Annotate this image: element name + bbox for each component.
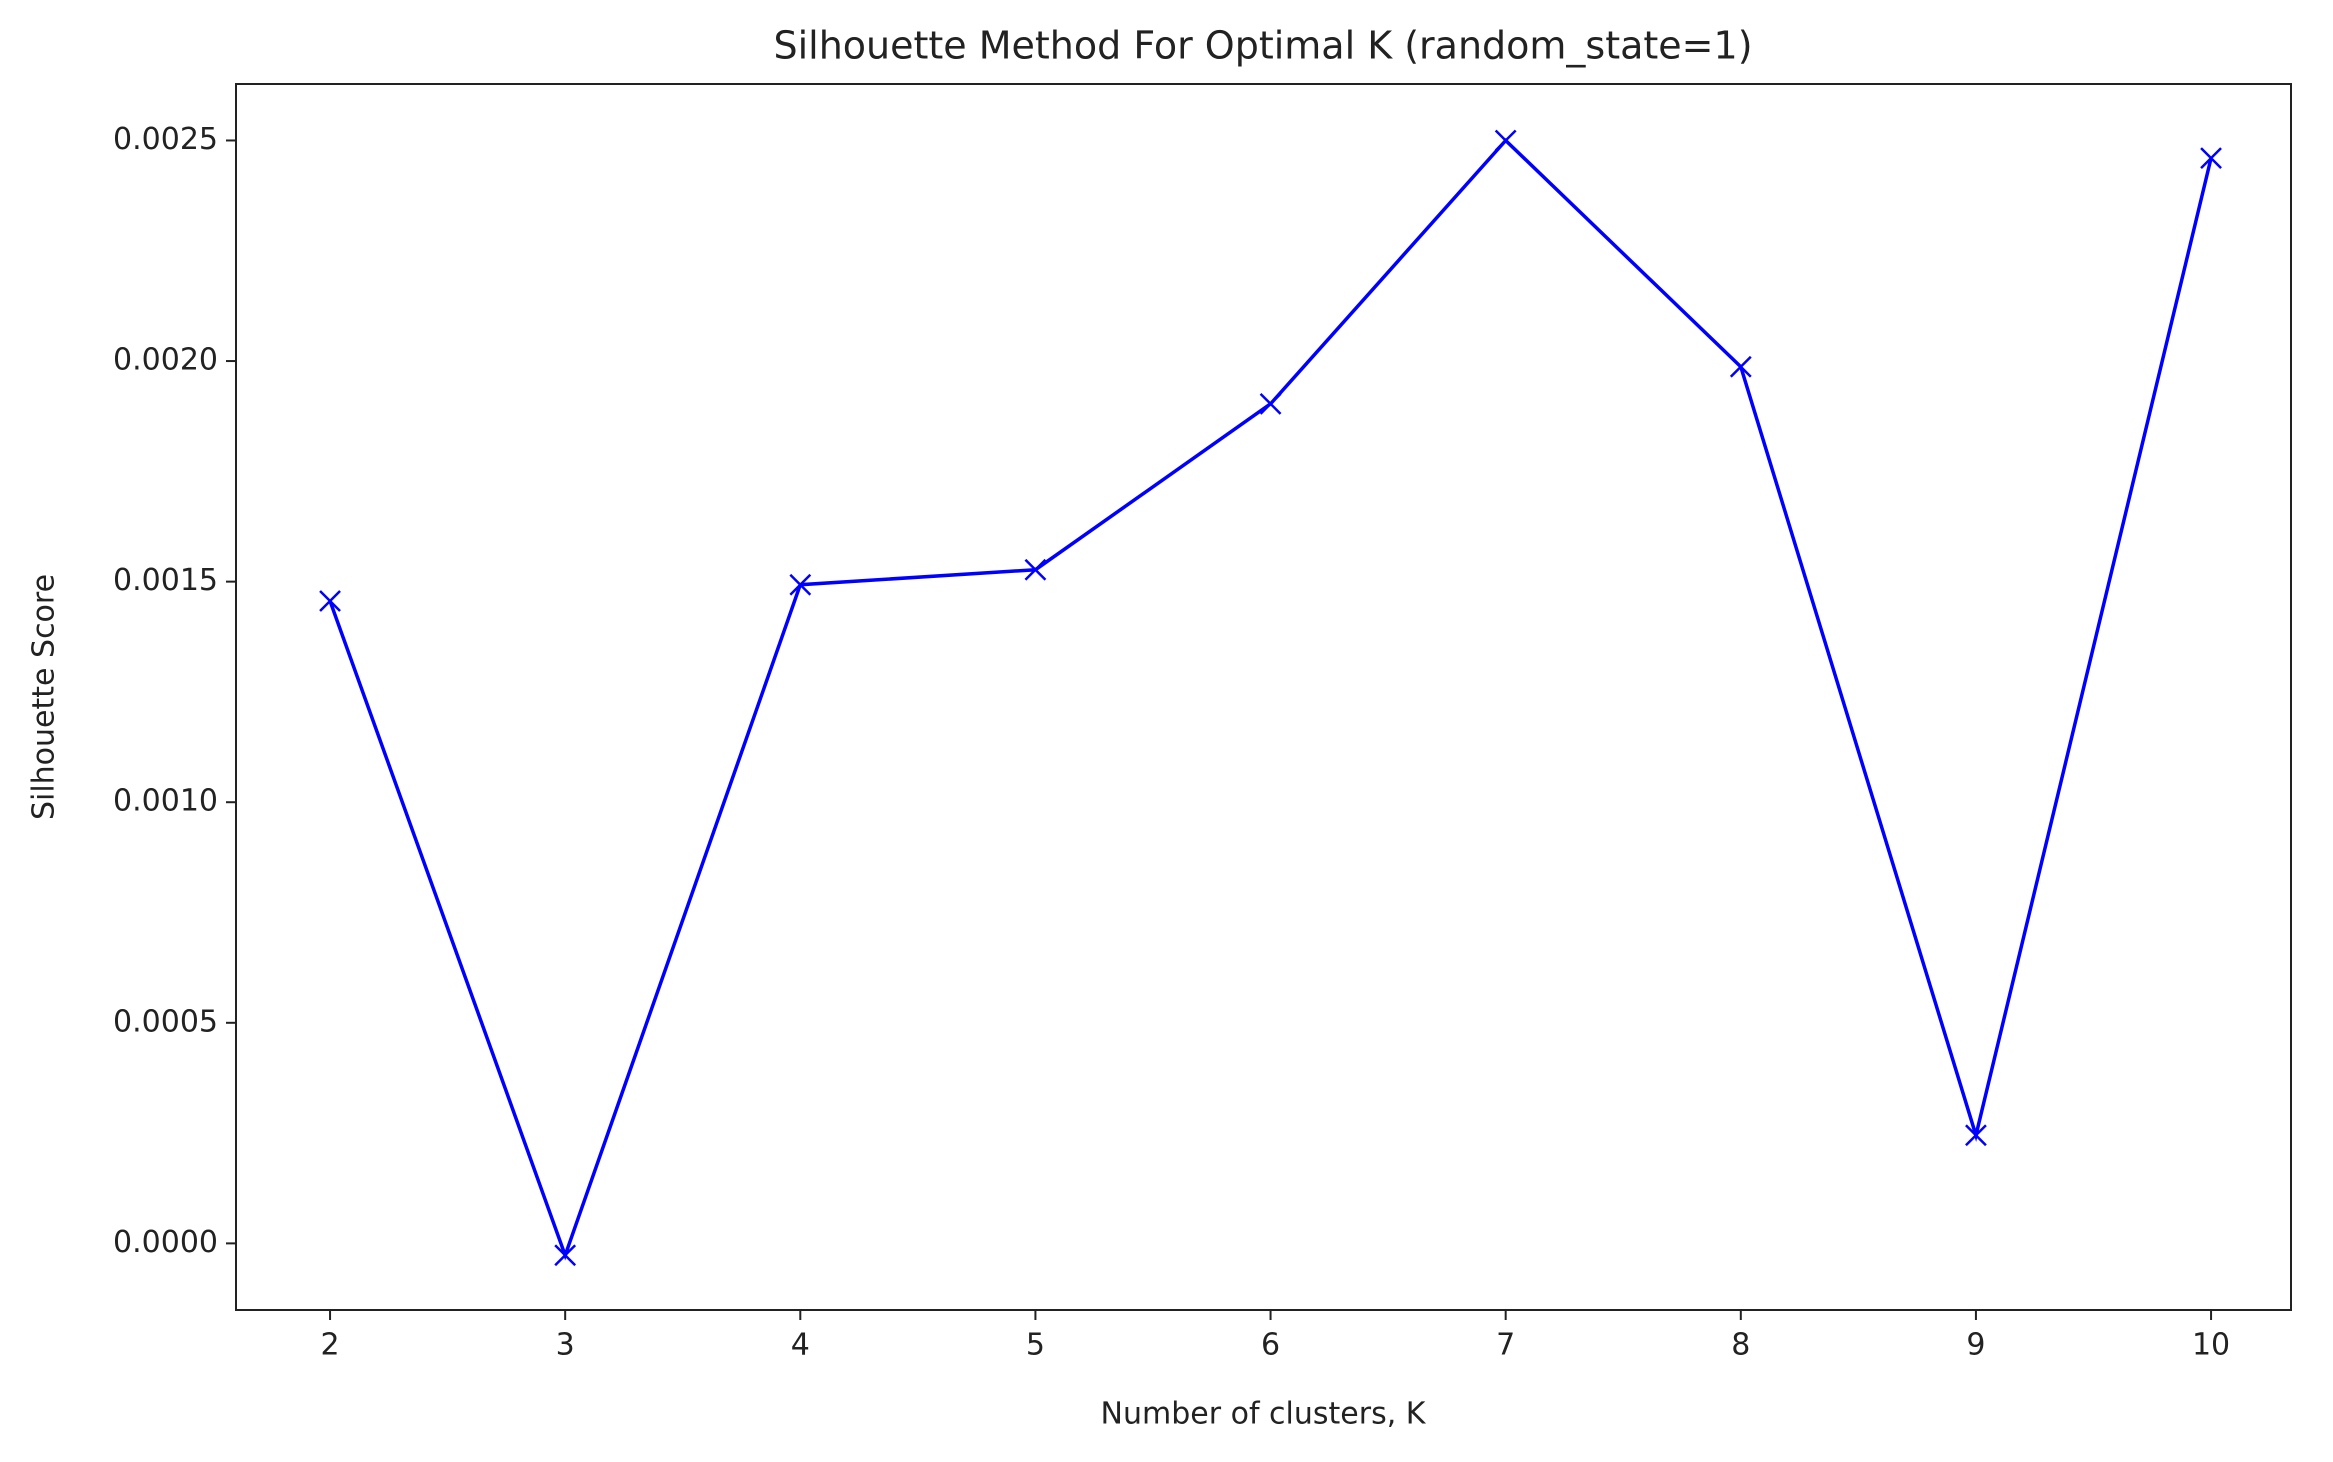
y-axis-label: Silhouette Score <box>27 574 62 820</box>
x-tick-label: 2 <box>321 1328 340 1363</box>
x-tick-label: 7 <box>1496 1328 1515 1363</box>
chart-title: Silhouette Method For Optimal K (random_… <box>773 24 1752 68</box>
y-tick-label: 0.0025 <box>113 122 218 157</box>
x-tick-label: 10 <box>2192 1328 2230 1363</box>
marker <box>789 573 812 596</box>
marker <box>1259 392 1282 415</box>
y-tick-label: 0.0005 <box>113 1004 218 1039</box>
y-tick-label: 0.0000 <box>113 1225 218 1260</box>
x-tick-label: 5 <box>1026 1328 1045 1363</box>
y-tick-label: 0.0015 <box>113 563 218 598</box>
marker <box>1494 129 1517 152</box>
plot-frame <box>235 83 2292 1311</box>
line <box>328 137 2213 1261</box>
marker <box>1024 558 1047 581</box>
marker <box>2200 147 2222 169</box>
marker <box>319 590 341 612</box>
y-tick-label: 0.0010 <box>113 784 218 819</box>
x-axis-label: Number of clusters, K <box>1101 1397 1427 1432</box>
marker <box>554 1244 577 1267</box>
x-tick-label: 6 <box>1261 1328 1280 1363</box>
y-tick-label: 0.0020 <box>113 343 218 378</box>
x-tick-label: 4 <box>791 1328 810 1363</box>
x-tick-label: 9 <box>1966 1328 1985 1363</box>
marker <box>1729 355 1752 378</box>
x-tick-label: 8 <box>1731 1328 1750 1363</box>
x-tick-label: 3 <box>556 1328 575 1363</box>
marker <box>1965 1124 1987 1147</box>
